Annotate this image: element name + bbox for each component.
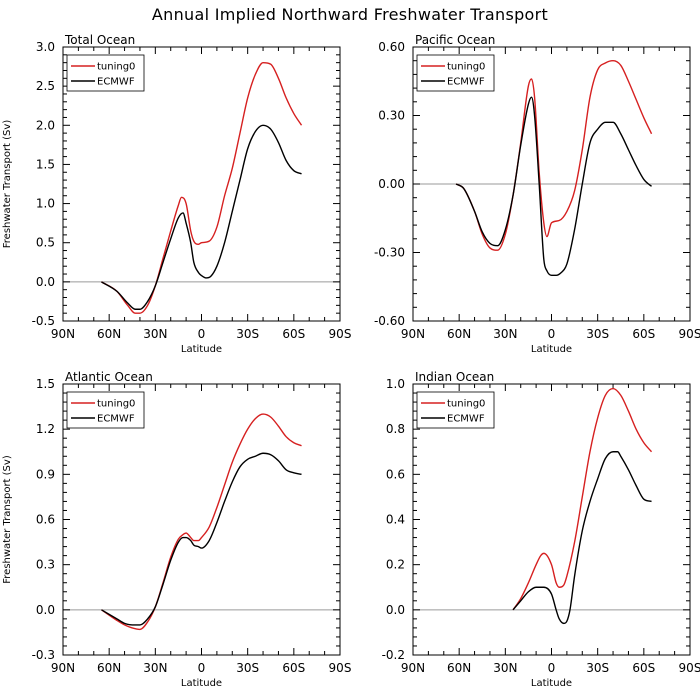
legend: tuning0 ECMWF [66, 54, 145, 92]
x-tick-label: 60S [282, 327, 305, 341]
y-tick-label: 0.4 [386, 513, 405, 527]
series-line-ecmwf [512, 451, 652, 625]
panel-title: Total Ocean [64, 33, 135, 47]
atlantic-ocean-panel: 90N 60N 30N 0 30S 60S 90S -0.3 0.0 0.3 0.6 0.9 1.2 1.… [2, 370, 351, 689]
panel-title: Pacific Ocean [415, 33, 495, 47]
y-tick-label: 1.5 [36, 377, 55, 391]
panel-title: Indian Ocean [415, 370, 494, 384]
x-tick-label: 90N [51, 327, 75, 341]
y-tick-label: -0.5 [32, 314, 55, 328]
x-tick-label: 90N [401, 661, 425, 675]
x-tick-label: 30N [493, 661, 517, 675]
series-line-tuning0 [455, 60, 653, 251]
panel-title: Atlantic Ocean [65, 370, 153, 384]
x-axis-label: Latitude [531, 678, 572, 689]
y-tick-label: 0.6 [386, 467, 405, 481]
x-tick-label: 30N [493, 327, 517, 341]
x-tick-label: 30S [586, 661, 609, 675]
series-line-tuning0 [101, 413, 302, 631]
series-line-ecmwf [101, 452, 302, 626]
legend-label: ECMWF [97, 414, 135, 425]
legend-label: tuning0 [447, 399, 485, 410]
legend-label: ECMWF [447, 77, 485, 88]
series-line-ecmwf [101, 124, 302, 310]
x-tick-label: 90N [401, 327, 425, 341]
legend-box [416, 54, 495, 92]
x-tick-label: 0 [548, 327, 556, 341]
legend-label: ECMWF [447, 414, 485, 425]
y-tick-label: 1.0 [386, 377, 405, 391]
x-tick-label: 60N [97, 327, 121, 341]
x-tick-label: 30S [236, 327, 259, 341]
x-tick-label: 60N [97, 661, 121, 675]
y-tick-label: -0.2 [382, 648, 405, 662]
pacific-ocean-panel: 90N 60N 30N 0 30S 60S 90S -0.60 -0.30 0.00 0.30 0.6… [374, 33, 700, 355]
y-tick-label: 1.0 [36, 197, 55, 211]
x-tick-label: 30N [143, 327, 167, 341]
y-tick-label: 0.2 [386, 558, 405, 572]
y-tick-label: 0.9 [36, 467, 55, 481]
y-tick-label: 0.0 [36, 275, 55, 289]
legend: tuning0 ECMWF [416, 54, 495, 92]
y-axis-label: Freshwater Transport (Sv) [2, 120, 13, 249]
series-line-tuning0 [101, 61, 303, 314]
plot-frame [412, 383, 691, 656]
legend: tuning0 ECMWF [416, 391, 495, 429]
x-tick-label: 90S [329, 661, 352, 675]
x-tick-label: 60N [447, 661, 471, 675]
legend-label: tuning0 [447, 62, 485, 73]
y-tick-label: -0.30 [374, 246, 405, 260]
x-tick-label: 30S [586, 327, 609, 341]
legend-box [416, 391, 495, 429]
y-tick-label: 1.5 [36, 157, 55, 171]
y-tick-label: 0.30 [378, 109, 405, 123]
x-tick-label: 90N [51, 661, 75, 675]
legend-box [66, 54, 145, 92]
y-tick-label: 0.00 [378, 177, 405, 191]
x-tick-label: 90S [329, 327, 352, 341]
y-tick-label: 0.0 [36, 603, 55, 617]
x-tick-label: 60S [282, 661, 305, 675]
y-tick-label: -0.3 [32, 648, 55, 662]
x-tick-label: 0 [198, 661, 206, 675]
legend-label: tuning0 [97, 62, 135, 73]
y-tick-label: 0.5 [36, 236, 55, 250]
y-tick-label: -0.60 [374, 314, 405, 328]
total-ocean-panel: 90N 60N 30N 0 30S 60S 90S -0.5 0.0 0.5 1.0 1.5 2.0 2.… [2, 33, 351, 355]
plot-frame [62, 383, 341, 656]
y-tick-label: 2.5 [36, 79, 55, 93]
x-tick-label: 60N [447, 327, 471, 341]
y-tick-label: 0.3 [36, 558, 55, 572]
y-tick-label: 1.2 [36, 422, 55, 436]
x-axis-label: Latitude [181, 344, 222, 355]
y-tick-label: 0.60 [378, 40, 405, 54]
y-tick-label: 2.0 [36, 118, 55, 132]
y-axis-label: Freshwater Transport (Sv) [2, 455, 13, 584]
plot-frame [412, 46, 691, 322]
x-tick-label: 0 [198, 327, 206, 341]
figure-title: Annual Implied Northward Freshwater Tran… [152, 5, 548, 24]
x-tick-label: 30N [143, 661, 167, 675]
plot-frame [62, 46, 341, 322]
x-tick-label: 0 [548, 661, 556, 675]
indian-ocean-panel: 90N 60N 30N 0 30S 60S 90S -0.2 0.0 0.2 0.4 0.6 0.8 1.… [382, 370, 700, 689]
legend-label: tuning0 [97, 399, 135, 410]
y-tick-label: 3.0 [36, 40, 55, 54]
legend-label: ECMWF [97, 77, 135, 88]
legend: tuning0 ECMWF [66, 391, 145, 429]
x-axis-label: Latitude [181, 678, 222, 689]
y-tick-label: 0.0 [386, 603, 405, 617]
x-tick-label: 60S [632, 327, 655, 341]
x-tick-label: 90S [679, 661, 700, 675]
y-tick-label: 0.6 [36, 513, 55, 527]
legend-box [66, 391, 145, 429]
x-tick-label: 90S [679, 327, 700, 341]
series-line-tuning0 [512, 387, 653, 611]
x-tick-label: 60S [632, 661, 655, 675]
series-line-ecmwf [455, 96, 652, 277]
y-tick-label: 0.8 [386, 422, 405, 436]
x-axis-label: Latitude [531, 344, 572, 355]
x-tick-label: 30S [236, 661, 259, 675]
